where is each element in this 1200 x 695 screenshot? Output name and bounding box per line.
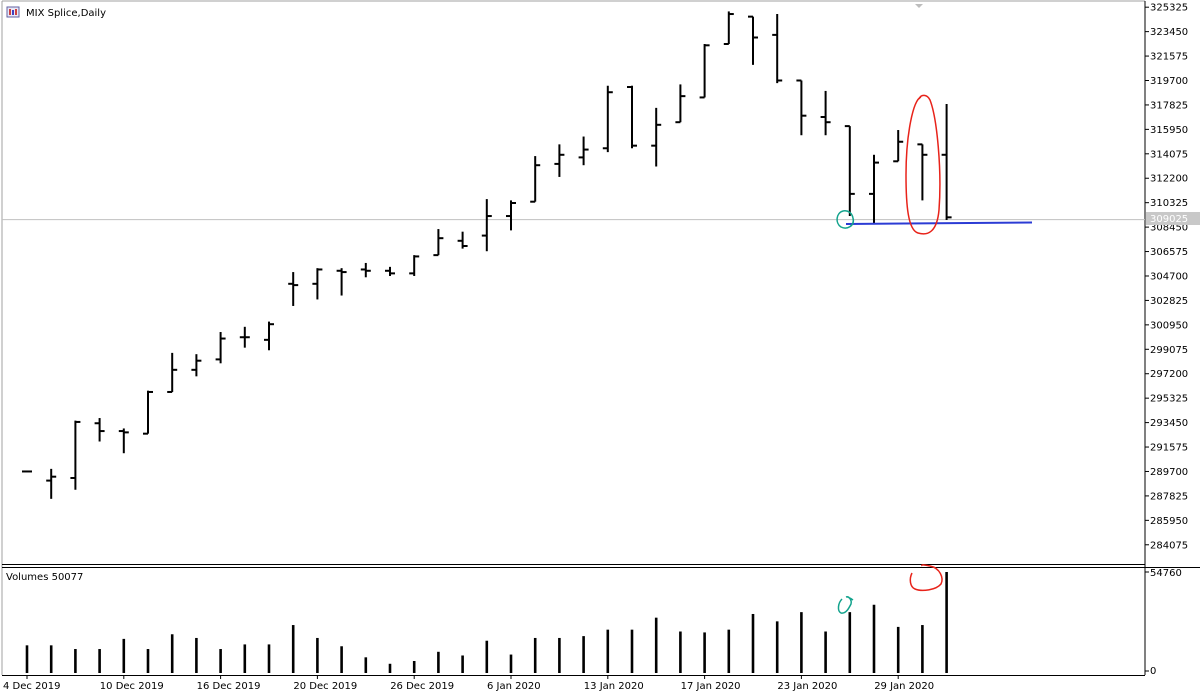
date-axis-label: 26 Dec 2019 bbox=[390, 681, 454, 692]
price-axis-label: 293450 bbox=[1150, 418, 1188, 429]
ohlc-bar[interactable] bbox=[675, 84, 686, 124]
price-axis-label: 312200 bbox=[1150, 174, 1188, 185]
price-axis-label: 297200 bbox=[1150, 369, 1188, 380]
price-axis-label: 302825 bbox=[1150, 296, 1188, 307]
volume-axis-zero: 0 bbox=[1150, 666, 1156, 677]
ohlc-bar[interactable] bbox=[46, 468, 57, 499]
price-axis-label: 304700 bbox=[1150, 271, 1188, 282]
ohlc-bar[interactable] bbox=[336, 268, 347, 296]
ohlc-bar[interactable] bbox=[917, 143, 928, 201]
ohlc-bar[interactable] bbox=[893, 130, 904, 163]
current-price-tag: 309025 bbox=[1146, 212, 1200, 225]
ohlc-bar[interactable] bbox=[264, 321, 274, 351]
price-axis-label: 306575 bbox=[1150, 247, 1188, 258]
ohlc-bar[interactable] bbox=[385, 266, 395, 276]
ohlc-bar[interactable] bbox=[191, 354, 202, 377]
price-axis-label: 291575 bbox=[1150, 443, 1188, 454]
ohlc-bar[interactable] bbox=[94, 418, 105, 442]
teal-circle-annotation bbox=[836, 210, 855, 229]
price-axis-label: 285950 bbox=[1150, 516, 1188, 527]
red-volume-annotation bbox=[909, 564, 943, 592]
price-axis-label: 323450 bbox=[1150, 27, 1188, 38]
support-trend-line[interactable] bbox=[845, 221, 1033, 225]
price-axis-label: 315950 bbox=[1150, 125, 1188, 136]
price-axis-label: 284075 bbox=[1150, 540, 1188, 551]
date-axis-label: 16 Dec 2019 bbox=[197, 681, 261, 692]
price-axis-label: 317825 bbox=[1150, 100, 1188, 111]
ohlc-bar[interactable] bbox=[409, 255, 420, 276]
price-axis-label: 300950 bbox=[1150, 320, 1188, 331]
ohlc-bar[interactable] bbox=[772, 14, 783, 84]
price-axis-label: 314075 bbox=[1150, 149, 1188, 160]
ohlc-bar[interactable] bbox=[288, 272, 299, 306]
ohlc-bar[interactable] bbox=[360, 262, 371, 278]
ohlc-bar[interactable] bbox=[118, 428, 129, 454]
date-axis-label: 20 Dec 2019 bbox=[293, 681, 357, 692]
ohlc-bar[interactable] bbox=[820, 90, 831, 136]
price-axis-label: 310325 bbox=[1150, 198, 1188, 209]
ohlc-bar[interactable] bbox=[554, 144, 565, 177]
ohlc-bar[interactable] bbox=[699, 44, 710, 99]
date-axis-label: 6 Jan 2020 bbox=[487, 681, 541, 692]
ohlc-bar[interactable] bbox=[481, 199, 492, 252]
ohlc-bar[interactable] bbox=[844, 125, 855, 217]
ohlc-bar[interactable] bbox=[239, 326, 250, 348]
price-axis-label: 289700 bbox=[1150, 467, 1188, 478]
price-axis-label: 287825 bbox=[1150, 491, 1188, 502]
chart-icon bbox=[6, 6, 20, 18]
price-axis-label: 319700 bbox=[1150, 76, 1188, 87]
ohlc-bar[interactable] bbox=[215, 332, 226, 364]
ohlc-bar[interactable] bbox=[530, 156, 541, 203]
date-axis-label: 13 Jan 2020 bbox=[584, 681, 644, 692]
ohlc-bar[interactable] bbox=[869, 154, 879, 224]
ohlc-bar[interactable] bbox=[651, 107, 662, 167]
ohlc-bar[interactable] bbox=[602, 85, 613, 153]
ohlc-bar[interactable] bbox=[941, 103, 952, 220]
chart-shift-marker-icon[interactable] bbox=[915, 4, 923, 8]
ohlc-bar[interactable] bbox=[796, 79, 807, 136]
chart-title: MIX Splice,Daily bbox=[26, 8, 106, 19]
price-axis-label: 295325 bbox=[1150, 394, 1188, 405]
price-axis-label: 299075 bbox=[1150, 345, 1188, 356]
volume-axis-max: 54760 bbox=[1150, 568, 1182, 579]
volume-panel-label: Volumes 50077 bbox=[6, 572, 83, 583]
date-axis-label: 10 Dec 2019 bbox=[100, 681, 164, 692]
ohlc-bar[interactable] bbox=[457, 231, 468, 249]
ohlc-bar[interactable] bbox=[70, 420, 81, 490]
ohlc-bar[interactable] bbox=[143, 390, 153, 435]
price-axis-label: 321575 bbox=[1150, 52, 1188, 63]
price-axis-label: 308450 bbox=[1150, 223, 1188, 234]
ohlc-bar[interactable] bbox=[748, 15, 758, 65]
ohlc-bar[interactable] bbox=[578, 136, 589, 166]
current-price-value: 309025 bbox=[1150, 214, 1188, 225]
red-ellipse-annotation bbox=[905, 94, 941, 235]
ohlc-bar[interactable] bbox=[433, 229, 444, 257]
ohlc-bar[interactable] bbox=[627, 85, 637, 149]
price-axis-label: 325325 bbox=[1150, 3, 1188, 14]
date-axis-label: 23 Jan 2020 bbox=[777, 681, 837, 692]
date-axis-label: 17 Jan 2020 bbox=[681, 681, 741, 692]
ohlc-bar[interactable] bbox=[723, 11, 734, 46]
date-axis-label: 4 Dec 2019 bbox=[3, 681, 61, 692]
ohlc-bar[interactable] bbox=[312, 268, 323, 300]
ohlc-bar[interactable] bbox=[167, 352, 178, 393]
date-axis-label: 29 Jan 2020 bbox=[874, 681, 934, 692]
ohlc-bar[interactable] bbox=[506, 200, 516, 231]
teal-volume-annotation bbox=[837, 596, 854, 614]
